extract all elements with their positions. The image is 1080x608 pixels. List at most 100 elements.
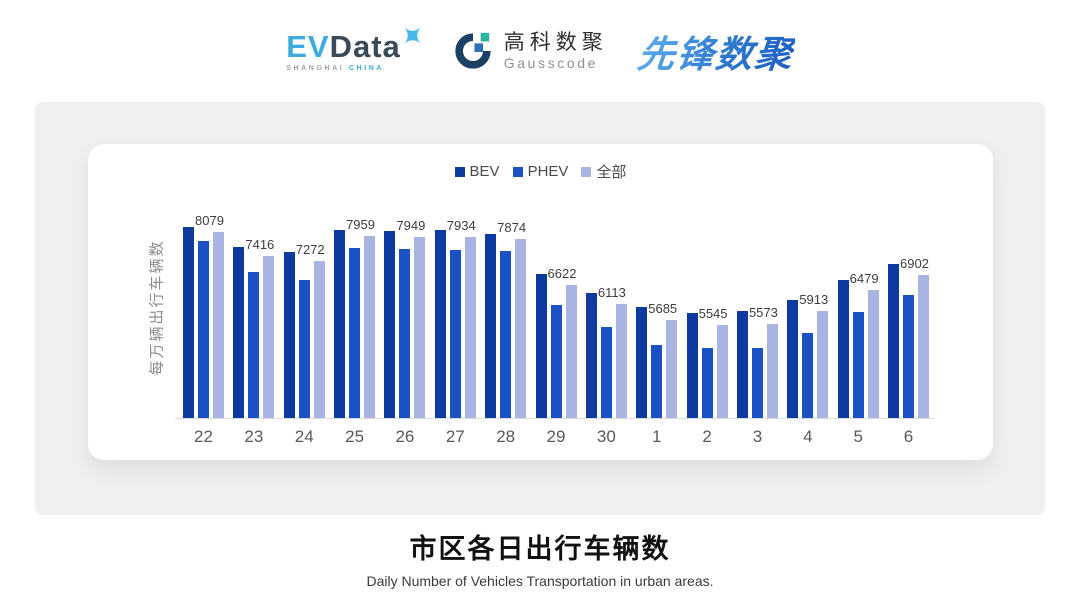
x-tick-label-23: 23 <box>244 427 264 446</box>
x-tick-label-4: 4 <box>803 427 813 446</box>
bar-全部-3 <box>766 324 778 418</box>
bar-value-label-24: 7272 <box>295 242 325 257</box>
bar-group-23: 7416 23 <box>233 220 275 446</box>
bar-value-label-3: 5573 <box>748 305 778 320</box>
xianfeng-text: 先锋数聚 <box>635 24 797 78</box>
bar-全部-4 <box>817 311 829 418</box>
evdata-star-icon <box>404 27 421 43</box>
bar-BEV-28 <box>485 234 497 418</box>
bar-全部-30 <box>615 304 627 418</box>
chart-panel: BEV PHEV 全部 每万辆出行车辆数 8079 22 7416 23 7272 24 7… <box>35 102 1045 515</box>
legend-item-all[interactable]: 全部 <box>581 161 626 182</box>
x-tick-label-24: 24 <box>294 427 314 446</box>
x-tick-label-22: 22 <box>194 427 213 446</box>
legend-item-phev[interactable]: PHEV <box>512 163 569 180</box>
bar-value-label-2: 5545 <box>698 306 728 321</box>
bar-group-25: 7959 25 <box>334 217 376 446</box>
gausscode-logo: 高科数聚 Gausscode <box>452 30 608 72</box>
bar-PHEV-6 <box>903 295 915 418</box>
bar-value-label-29: 6622 <box>547 266 577 281</box>
plot-area: 8079 22 7416 23 7272 24 7959 25 7949 26 7934 27 7874… <box>175 214 935 446</box>
x-tick-label-25: 25 <box>345 427 365 446</box>
legend-label-phev: PHEV <box>527 163 569 180</box>
bar-value-label-25: 7959 <box>346 217 375 232</box>
bar-group-28: 7874 28 <box>485 220 527 446</box>
bar-BEV-24 <box>283 252 295 418</box>
x-tick-label-6: 6 <box>903 427 914 446</box>
bar-全部-2 <box>716 325 728 418</box>
bar-PHEV-1 <box>651 345 663 418</box>
bar-BEV-6 <box>888 264 900 418</box>
bar-group-1: 5685 1 <box>636 220 678 446</box>
bar-全部-1 <box>666 320 678 418</box>
bar-BEV-30 <box>585 293 597 418</box>
y-axis-title: 每万辆出行车辆数 <box>148 239 166 376</box>
evdata-sub-shanghai: SHANGHAI <box>286 64 345 72</box>
bar-group-26: 7949 26 <box>384 218 426 446</box>
x-tick-label-2: 2 <box>702 427 712 446</box>
bar-全部-23 <box>263 256 275 418</box>
bar-BEV-5 <box>837 280 849 418</box>
x-tick-label-5: 5 <box>853 427 863 446</box>
bar-全部-29 <box>565 285 577 418</box>
bar-value-label-27: 7934 <box>446 218 476 233</box>
bar-value-label-5: 6479 <box>849 271 879 286</box>
bar-group-29: 6622 29 <box>535 220 577 446</box>
legend-swatch-phev-icon <box>512 166 523 177</box>
evdata-sub-china: CHINA <box>348 64 385 72</box>
bar-PHEV-3 <box>751 348 763 418</box>
bar-value-label-1: 5685 <box>648 301 678 316</box>
x-tick-label-30: 30 <box>596 427 616 446</box>
bar-PHEV-25 <box>349 248 361 418</box>
bar-BEV-2 <box>686 313 698 418</box>
bar-group-6: 6902 6 <box>888 220 930 446</box>
bar-PHEV-2 <box>701 348 713 418</box>
bar-PHEV-4 <box>802 333 814 418</box>
bar-value-label-26: 7949 <box>396 218 426 233</box>
evdata-subtitle: SHANGHAI CHINA <box>286 65 422 72</box>
bar-全部-5 <box>867 290 879 418</box>
bar-value-label-30: 6113 <box>597 285 626 300</box>
bar-value-label-6: 6902 <box>900 256 929 271</box>
x-tick-label-1: 1 <box>652 427 662 446</box>
xianfeng-logo: 先锋数聚 <box>635 24 797 78</box>
chart-subtitle: Daily Number of Vehicles Transportation … <box>366 573 714 589</box>
bar-PHEV-5 <box>852 312 864 418</box>
evdata-ev-text: EV <box>286 28 330 64</box>
bar-全部-25 <box>364 236 376 418</box>
legend-swatch-bev-icon <box>454 166 465 177</box>
bar-group-5: 6479 5 <box>837 220 879 446</box>
bar-PHEV-30 <box>600 327 612 418</box>
bar-BEV-27 <box>434 230 446 418</box>
x-tick-label-28: 28 <box>496 427 516 446</box>
bar-BEV-1 <box>636 307 648 418</box>
bar-value-label-23: 7416 <box>245 237 275 252</box>
gausscode-g-icon <box>455 32 491 69</box>
gausscode-text: 高科数聚 Gausscode <box>504 31 608 71</box>
bar-全部-28 <box>515 239 527 418</box>
legend-label-bev: BEV <box>469 163 500 180</box>
bar-全部-22 <box>213 232 224 418</box>
bar-PHEV-27 <box>449 250 461 418</box>
bar-PHEV-23 <box>248 272 260 418</box>
bar-PHEV-29 <box>550 305 562 418</box>
bar-BEV-29 <box>535 274 547 418</box>
bar-PHEV-22 <box>198 241 209 418</box>
bar-BEV-23 <box>233 247 245 418</box>
header-logos: EV Data SHANGHAI CHINA 高科数聚 Gausscode <box>0 0 1080 102</box>
bar-group-3: 5573 3 <box>736 220 778 446</box>
chart-legend: BEV PHEV 全部 <box>88 161 993 182</box>
bar-BEV-4 <box>787 300 799 418</box>
bar-PHEV-24 <box>298 280 310 418</box>
x-tick-label-27: 27 <box>445 427 465 446</box>
bar-value-label-4: 5913 <box>799 292 829 307</box>
bar-全部-27 <box>464 237 476 418</box>
legend-item-bev[interactable]: BEV <box>454 163 500 180</box>
legend-label-all: 全部 <box>596 164 627 181</box>
x-tick-label-26: 26 <box>395 427 415 446</box>
bar-group-22: 8079 22 <box>183 214 224 446</box>
bar-全部-26 <box>414 237 426 418</box>
evdata-data-text: Data <box>329 28 401 64</box>
chart-card: BEV PHEV 全部 每万辆出行车辆数 8079 22 7416 23 7272 24 7… <box>88 144 993 460</box>
caption: 市区各日出行车辆数 Daily Number of Vehicles Trans… <box>0 527 1080 589</box>
